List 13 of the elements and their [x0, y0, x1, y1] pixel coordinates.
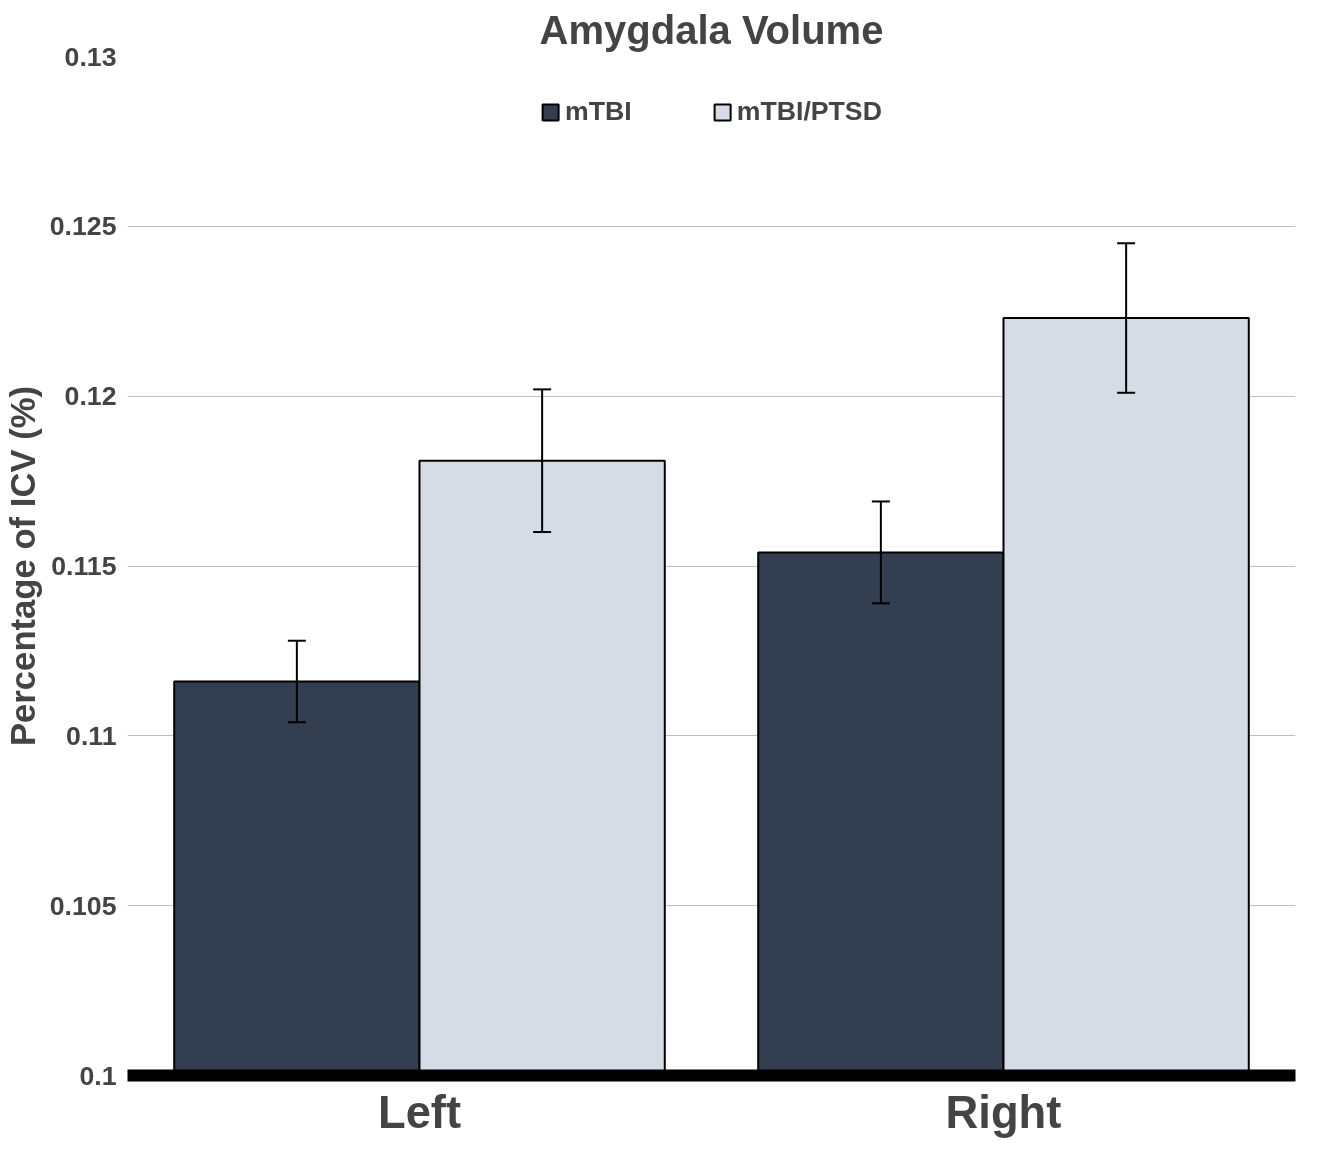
legend-label: mTBI/PTSD	[736, 96, 882, 127]
y-tick-label: 0.125	[49, 211, 117, 242]
y-tick-label: 0.115	[51, 551, 117, 581]
chart-title: Amygdala Volume	[539, 7, 884, 52]
y-tick-label: 0.105	[49, 890, 117, 921]
legend-label: mTBI	[565, 96, 632, 127]
y-tick-label: 0.1	[79, 1060, 117, 1091]
y-axis-title: Percentage of ICV (%)	[3, 385, 42, 747]
y-tick-label: 0.12	[64, 381, 117, 412]
x-tick-label: Right	[945, 1086, 1062, 1138]
x-tick-label: Left	[377, 1086, 462, 1138]
y-tick-label: 0.11	[66, 720, 117, 751]
y-tick-label: 0.13	[64, 41, 117, 72]
